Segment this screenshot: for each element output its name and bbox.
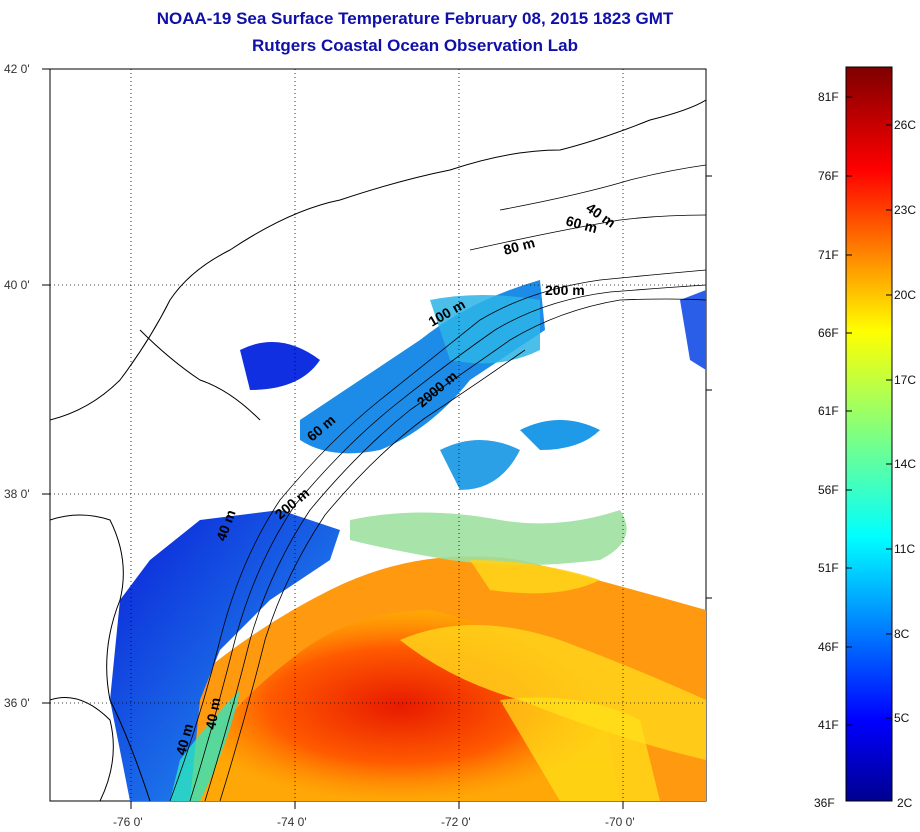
lat-label: 40 0' (4, 278, 30, 292)
contour-label: 200 m (545, 282, 585, 298)
lon-label: -72 0' (441, 815, 471, 829)
colorbar-c-label: 20C (894, 288, 916, 302)
warm-filament-south (500, 697, 660, 801)
colorbar-tick-marks (846, 96, 892, 726)
offshore-patch (680, 290, 706, 370)
axis-ticks (42, 68, 712, 809)
bay-patch (240, 342, 320, 390)
colorbar-fahrenheit-ticks: 81F 76F 71F 66F 61F 56F 51F 46F 41F 36F (814, 90, 839, 810)
colorbar-f-label: 36F (814, 796, 835, 810)
colorbar (845, 66, 893, 802)
colorbar-f-label: 81F (818, 90, 839, 104)
coastline-south (50, 514, 151, 801)
lon-label: -70 0' (605, 815, 635, 829)
map-title: NOAA-19 Sea Surface Temperature February… (156, 9, 674, 28)
cloud-gap-patch-east (520, 420, 600, 450)
transition-band (350, 510, 627, 565)
contour-label: 40 m (172, 722, 196, 757)
contour-label: 40 m (202, 696, 223, 730)
lat-label: 36 0' (4, 696, 30, 710)
colorbar-c-label: 8C (894, 627, 910, 641)
colorbar-c-label: 2C (897, 796, 913, 810)
colorbar-f-label: 71F (818, 248, 839, 262)
colorbar-c-label: 23C (894, 203, 916, 217)
lat-label: 42 0' (4, 62, 30, 76)
contour-label: 80 m (502, 234, 537, 258)
colorbar-f-label: 46F (818, 640, 839, 654)
nearshore-filament (170, 690, 240, 801)
colorbar-f-label: 56F (818, 483, 839, 497)
colorbar-f-label: 76F (818, 169, 839, 183)
colorbar-f-label: 66F (818, 326, 839, 340)
graticule (50, 69, 706, 801)
shelf-break-patch (430, 295, 540, 364)
colorbar-c-label: 17C (894, 373, 916, 387)
shelf-water (110, 510, 340, 801)
colorbar-f-label: 41F (818, 718, 839, 732)
sound-outline (50, 697, 114, 801)
lat-label: 38 0' (4, 487, 30, 501)
map-subtitle: Rutgers Coastal Ocean Observation Lab (252, 36, 578, 55)
colorbar-f-label: 51F (818, 561, 839, 575)
colorbar-celsius-ticks: 26C 23C 20C 17C 14C 11C 8C 5C 2C (894, 118, 916, 810)
colorbar-c-label: 11C (894, 542, 915, 556)
sst-imagery (50, 99, 706, 801)
bathymetry-contours (169, 164, 706, 801)
cloud-gap-patch-mid (440, 440, 520, 490)
contour-label: 60 m (564, 212, 599, 236)
colorbar-c-label: 26C (894, 118, 916, 132)
colorbar-f-label: 61F (818, 404, 839, 418)
bay-outline (139, 329, 261, 421)
coastline-north (50, 99, 706, 421)
lon-label: -74 0' (277, 815, 307, 829)
colorbar-c-label: 5C (894, 711, 910, 725)
lon-label: -76 0' (113, 815, 143, 829)
warm-streak (470, 560, 600, 594)
colorbar-c-label: 14C (894, 457, 916, 471)
